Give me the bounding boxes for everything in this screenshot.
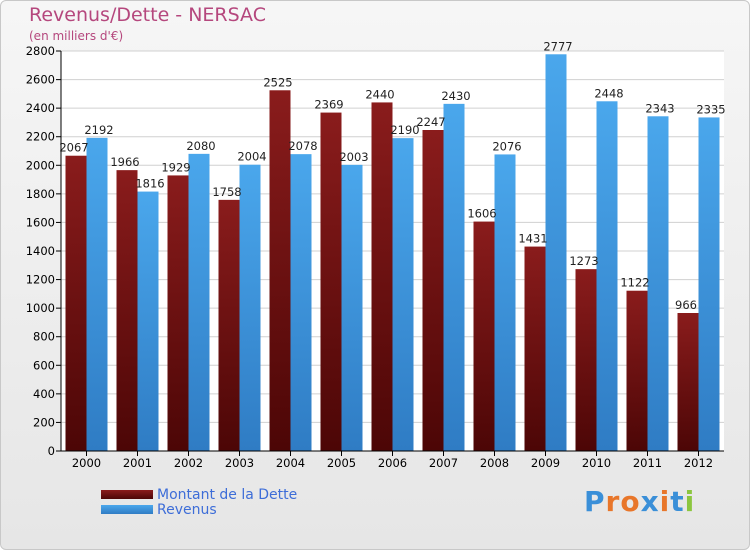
bar-revenus — [86, 137, 108, 451]
data-label: 2335 — [696, 102, 725, 116]
data-label: 2080 — [186, 139, 215, 153]
bar-revenus — [494, 154, 516, 451]
x-tick-label: 2007 — [429, 456, 458, 470]
x-tick-label: 2000 — [72, 456, 101, 470]
bar-dette — [320, 112, 342, 452]
y-tick-label: 1400 — [26, 244, 55, 258]
data-label: 2777 — [543, 39, 572, 53]
data-label: 2343 — [645, 101, 674, 115]
y-tick-label: 1600 — [26, 215, 55, 229]
logo-letter: i — [659, 485, 671, 518]
bar-dette — [677, 313, 699, 451]
x-tick-label: 2006 — [378, 456, 407, 470]
bar-revenus — [698, 117, 720, 451]
data-label: 2076 — [492, 139, 521, 153]
bar-dette — [626, 290, 648, 451]
data-label: 2067 — [59, 141, 88, 155]
chart-legend: Montant de la Dette Revenus — [101, 486, 298, 518]
bar-revenus — [647, 116, 669, 452]
bar-revenus — [188, 153, 210, 451]
y-tick-label: 2600 — [26, 73, 55, 87]
bar-dette — [422, 130, 444, 451]
y-tick-label: 2000 — [26, 158, 55, 172]
bar-revenus — [392, 138, 414, 451]
logo-letter: x — [640, 485, 660, 518]
bar-revenus — [137, 191, 159, 452]
bar-dette — [218, 199, 240, 451]
x-tick-label: 2001 — [123, 456, 152, 470]
y-tick-label: 1800 — [26, 187, 55, 201]
data-label: 1816 — [135, 177, 164, 191]
data-label: 1758 — [212, 185, 241, 199]
bar-revenus — [290, 154, 312, 451]
data-label: 1966 — [110, 155, 139, 169]
logo-letter: P — [584, 485, 606, 518]
bar-revenus — [545, 54, 567, 452]
logo-letter: i — [684, 485, 696, 518]
data-label: 2247 — [416, 115, 445, 129]
bar-revenus — [596, 101, 618, 452]
data-label: 2525 — [263, 75, 292, 89]
data-label: 2192 — [84, 123, 113, 137]
bar-dette — [167, 175, 189, 451]
data-label: 2369 — [314, 98, 343, 112]
bar-revenus — [341, 164, 363, 451]
data-label: 2430 — [441, 89, 470, 103]
proxiti-logo: Proxiti — [584, 485, 695, 518]
x-tick-label: 2009 — [531, 456, 560, 470]
x-tick-label: 2002 — [174, 456, 203, 470]
bar-dette — [371, 102, 393, 451]
legend-item-revenus: Revenus — [101, 501, 297, 518]
bar-dette — [116, 170, 138, 451]
logo-letter: r — [605, 485, 621, 518]
legend-swatch-dette — [101, 490, 153, 499]
chart-title: Revenus/Dette - NERSAC — [29, 4, 266, 26]
x-tick-label: 2012 — [684, 456, 713, 470]
bar-dette — [524, 246, 546, 451]
x-tick-label: 2011 — [633, 456, 662, 470]
data-label: 2448 — [594, 86, 623, 100]
x-tick-label: 2004 — [276, 456, 305, 470]
x-tick-label: 2005 — [327, 456, 356, 470]
data-label: 1273 — [569, 254, 598, 268]
data-label: 1122 — [620, 276, 649, 290]
data-label: 2003 — [339, 150, 368, 164]
bar-dette — [269, 90, 291, 452]
bar-dette — [65, 155, 87, 451]
chart-subtitle: (en milliers d'€) — [29, 29, 124, 43]
legend-swatch-revenus — [101, 505, 153, 514]
logo-letter: o — [620, 485, 641, 518]
y-tick-label: 600 — [33, 358, 55, 372]
data-label: 1929 — [161, 160, 190, 174]
legend-label-revenus: Revenus — [157, 501, 217, 518]
data-label: 966 — [675, 298, 697, 312]
bar-revenus — [239, 164, 261, 451]
y-tick-label: 2800 — [26, 44, 55, 58]
bar-dette — [575, 269, 597, 451]
data-label: 2078 — [288, 139, 317, 153]
data-label: 2440 — [365, 87, 394, 101]
x-tick-label: 2010 — [582, 456, 611, 470]
data-label: 2190 — [390, 123, 419, 137]
y-tick-label: 1200 — [26, 273, 55, 287]
logo-letter: t — [670, 485, 685, 518]
bar-revenus — [443, 103, 465, 451]
bar-dette — [473, 221, 495, 451]
data-label: 2004 — [237, 150, 266, 164]
y-tick-label: 2400 — [26, 101, 55, 115]
y-tick-label: 1000 — [26, 301, 55, 315]
y-tick-label: 2200 — [26, 130, 55, 144]
y-tick-label: 200 — [33, 415, 55, 429]
x-tick-label: 2008 — [480, 456, 509, 470]
legend-label-dette: Montant de la Dette — [157, 486, 298, 503]
data-label: 1431 — [518, 232, 547, 246]
data-label: 1606 — [467, 207, 496, 221]
legend-item-dette: Montant de la Dette — [101, 486, 298, 503]
y-tick-label: 0 — [48, 444, 55, 458]
y-tick-label: 400 — [33, 387, 55, 401]
y-tick-label: 800 — [33, 330, 55, 344]
x-tick-label: 2003 — [225, 456, 254, 470]
